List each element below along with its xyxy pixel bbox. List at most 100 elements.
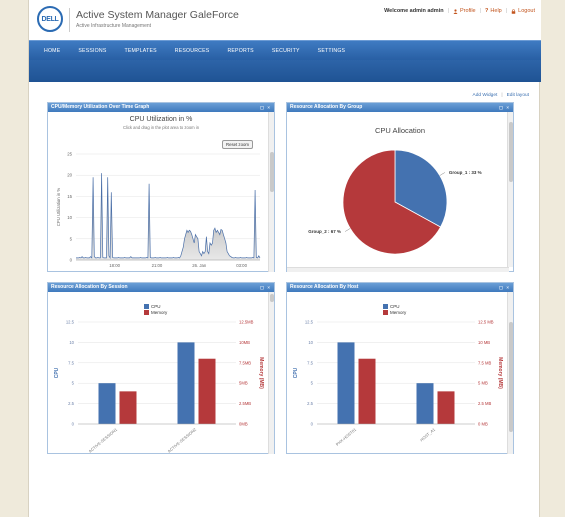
session-bar-chart[interactable]: 12.5 12.5MB 10 10MB 7.5 7.5MB 5 5MB 2.5 2.5MB 0 0MB… bbox=[48, 292, 270, 454]
x-tick-label: PHX-HOST01 bbox=[335, 426, 358, 446]
chart-subtitle: Click and drag in the plot area to zoom … bbox=[122, 125, 200, 130]
scroll-thumb[interactable] bbox=[509, 122, 513, 182]
widget-scrollbar[interactable] bbox=[507, 292, 513, 454]
nav-home[interactable]: HOME bbox=[44, 48, 61, 54]
y-tick-label: 5 bbox=[311, 381, 314, 386]
bar-memory bbox=[198, 358, 216, 424]
widget-tools-icon[interactable]: ▢ × bbox=[259, 285, 271, 290]
edit-layout-link[interactable]: Edit layout bbox=[506, 93, 529, 98]
widget-hscrollbar[interactable] bbox=[287, 267, 509, 272]
bar-memory bbox=[358, 358, 376, 424]
y-tick-label: 20 bbox=[67, 173, 72, 178]
lock-icon bbox=[511, 8, 516, 14]
y-tick-label: 0 bbox=[70, 258, 73, 263]
y-tick-label: 12.5 bbox=[305, 320, 314, 325]
bar-memory bbox=[119, 391, 137, 424]
nav-sessions[interactable]: SESSIONS bbox=[78, 48, 107, 54]
nav-resources[interactable]: RESOURCES bbox=[174, 48, 210, 54]
widget-body: CPU Memory 12.5 12.5MB 10 10MB 7.5 7.5MB 5 5MB 2… bbox=[48, 292, 274, 454]
chart-legend: CPU Memory bbox=[383, 304, 406, 316]
host-bar-chart[interactable]: 12.5 12.5 MB 10 10 MB 7.5 7.5 MB 5 5 MB 2.5 2.5 M… bbox=[287, 292, 509, 454]
y2-tick-label: 12.5MB bbox=[239, 320, 254, 325]
y-tick-label: 10 bbox=[67, 215, 72, 220]
widget-header[interactable]: Resource Allocation By Host ▢ × bbox=[287, 283, 513, 292]
chart-title: CPU Utilization in % bbox=[129, 116, 193, 123]
cpu-allocation-pie-chart[interactable]: Group_1 : 33 % Group_2 : 67 % bbox=[287, 112, 509, 267]
legend-label: Memory bbox=[151, 310, 168, 315]
cpu-utilization-chart[interactable]: 25 20 15 10 5 0 CPU Utilization in % 18:00 21:00… bbox=[48, 112, 268, 272]
header-divider bbox=[69, 8, 70, 32]
legend-label: CPU bbox=[390, 304, 400, 309]
help-label: Help bbox=[490, 8, 502, 14]
widget-tools-icon[interactable]: ▢ × bbox=[259, 105, 271, 110]
bar-cpu bbox=[177, 342, 195, 424]
y-tick-label: 5 bbox=[70, 236, 73, 241]
chart-title: CPU Allocation bbox=[374, 126, 426, 135]
y-tick-label: 12.5 bbox=[66, 320, 75, 325]
logout-link[interactable]: Logout bbox=[511, 8, 535, 14]
y2-tick-label: 7.5 MB bbox=[478, 360, 491, 365]
y-tick-label: 25 bbox=[67, 152, 72, 157]
y-tick-label: 10 bbox=[69, 340, 74, 345]
app-subtitle: Active Infrastructure Management bbox=[76, 23, 152, 29]
y2-axis-label: Memory (MB) bbox=[258, 357, 264, 389]
widget-tools-icon[interactable]: ▢ × bbox=[498, 285, 510, 290]
y-tick-label: 7.5 bbox=[307, 360, 313, 365]
legend-item-memory[interactable]: Memory bbox=[383, 310, 406, 315]
y2-tick-label: 0MB bbox=[239, 422, 248, 427]
widget-header[interactable]: Resource Allocation By Group ▢ × bbox=[287, 103, 513, 112]
pie-slice-label: Group_1 : 33 % bbox=[449, 170, 482, 175]
x-tick-label: 03:00 bbox=[236, 263, 247, 268]
legend-item-cpu[interactable]: CPU bbox=[144, 304, 167, 309]
x-tick-label: 26. Jan bbox=[192, 263, 207, 268]
logout-label: Logout bbox=[518, 8, 535, 14]
legend-label: Memory bbox=[390, 310, 407, 315]
legend-swatch bbox=[383, 304, 388, 309]
y-tick-label: 2.5 bbox=[307, 401, 313, 406]
welcome-text: Welcome admin admin bbox=[384, 8, 444, 14]
pie-slice-label: Group_2 : 67 % bbox=[308, 229, 341, 234]
scroll-thumb[interactable] bbox=[270, 294, 274, 302]
profile-label: Profile bbox=[460, 8, 476, 14]
widget-tools-icon[interactable]: ▢ × bbox=[498, 105, 510, 110]
scroll-thumb[interactable] bbox=[509, 322, 513, 432]
dashboard-links: Add Widget | Edit layout bbox=[473, 93, 529, 98]
legend-item-cpu[interactable]: CPU bbox=[383, 304, 406, 309]
help-link[interactable]: ? Help bbox=[485, 8, 502, 14]
y2-tick-label: 12.5 MB bbox=[478, 320, 494, 325]
legend-item-memory[interactable]: Memory bbox=[144, 310, 167, 315]
page: DELL Active System Manager GaleForce Act… bbox=[28, 0, 541, 517]
widget-scrollbar[interactable] bbox=[268, 292, 274, 454]
y2-tick-label: 10 MB bbox=[478, 340, 490, 345]
legend-swatch bbox=[144, 304, 149, 309]
reset-zoom-button[interactable]: Reset zoom bbox=[222, 140, 253, 149]
widget-header[interactable]: CPU/Memory Utilization Over Time Graph ▢… bbox=[48, 103, 274, 112]
nav-templates[interactable]: TEMPLATES bbox=[124, 48, 157, 54]
pie-slice-group-1 bbox=[394, 149, 448, 228]
y-tick-label: 10 bbox=[308, 340, 313, 345]
dell-logo: DELL bbox=[37, 6, 63, 32]
cpu-area-fill bbox=[76, 173, 260, 260]
nav-security[interactable]: SECURITY bbox=[271, 48, 300, 54]
allocation-by-session-widget: Resource Allocation By Session ▢ × CPU M… bbox=[47, 282, 275, 454]
cpu-utilization-widget: CPU/Memory Utilization Over Time Graph ▢… bbox=[47, 102, 275, 272]
profile-link[interactable]: Profile bbox=[453, 8, 476, 14]
app-title: Active System Manager GaleForce bbox=[76, 9, 239, 21]
y-tick-label: 0 bbox=[72, 422, 75, 427]
y-tick-label: 2.5 bbox=[68, 401, 74, 406]
chart-legend: CPU Memory bbox=[144, 304, 167, 316]
widget-scrollbar[interactable] bbox=[507, 112, 513, 267]
add-widget-link[interactable]: Add Widget bbox=[472, 93, 498, 98]
widget-header[interactable]: Resource Allocation By Session ▢ × bbox=[48, 283, 274, 292]
scroll-thumb[interactable] bbox=[270, 152, 274, 192]
widget-body: CPU Utilization in % Click and drag in t… bbox=[48, 112, 274, 272]
nav-settings[interactable]: SETTINGS bbox=[317, 48, 346, 54]
bar-memory bbox=[437, 391, 455, 424]
legend-label: CPU bbox=[151, 304, 161, 309]
user-bar: Welcome admin admin | Profile | ? Help |… bbox=[384, 8, 535, 14]
nav-reports[interactable]: REPORTS bbox=[227, 48, 254, 54]
widget-scrollbar[interactable] bbox=[268, 112, 274, 272]
y-axis-label: CPU bbox=[54, 367, 60, 378]
userbar-separator: | bbox=[447, 8, 450, 14]
pie-slice-group-2 bbox=[342, 149, 442, 255]
